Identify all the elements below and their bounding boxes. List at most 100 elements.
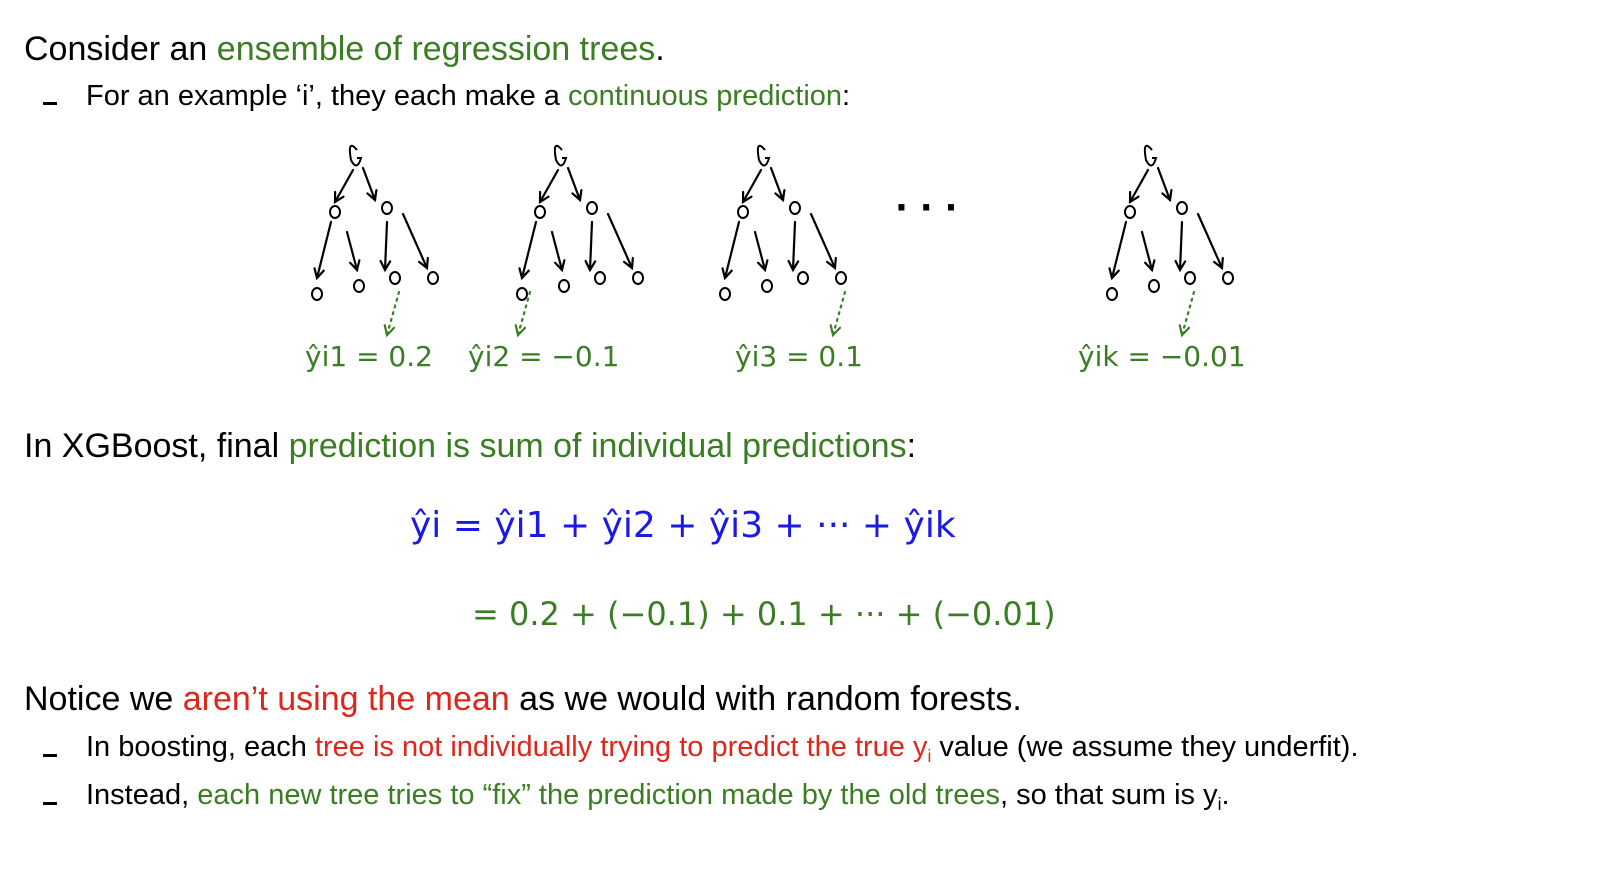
tree-4-rr-leaf (1222, 271, 1234, 285)
boosting-suffix: value (we assume they underfit). (931, 731, 1359, 763)
intro-heading: Consider an ensemble of regression trees… (24, 30, 665, 69)
tree-3-rr-leaf (835, 271, 847, 285)
notice-prefix: Notice we (24, 680, 183, 718)
tree-3-left-node (737, 205, 749, 219)
intro-bullet-suffix: : (842, 80, 851, 112)
xgboost-suffix: : (906, 427, 917, 465)
tree-1-prediction: ŷi1 = 0.2 (305, 340, 433, 373)
tree-2-prediction-arrow-head (514, 324, 527, 338)
xgboost-highlight: prediction is sum of individual predicti… (288, 427, 907, 465)
tree-2-prediction-arrow (516, 290, 532, 337)
tree-3-right-branch-head (774, 188, 786, 203)
tree-3-left-branch (741, 168, 763, 204)
bullet-dash (43, 802, 57, 805)
tree-4-prediction-arrow (1180, 290, 1196, 337)
tree-2-right-branch-head (571, 188, 583, 203)
tree-ensemble-diagram (311, 144, 1234, 338)
tree-3-ll-leaf (719, 287, 731, 301)
tree-2-rl-branch (588, 220, 594, 272)
tree-3-left-branch-head (741, 190, 753, 204)
tree-2-lr-branch (550, 230, 564, 272)
tree-4-rl-branch-head (1174, 259, 1187, 273)
intro-bullet-prefix: For an example ‘i’, they each make a (86, 80, 568, 112)
tree-1-rr-branch-head (417, 256, 429, 271)
tree-3-rr-branch-head (825, 256, 837, 271)
tree-2-ll-leaf (516, 287, 528, 301)
tree-4-ll-branch-head (1108, 267, 1120, 281)
tree-4-root-node (1143, 144, 1158, 167)
tree-4-ll-branch (1110, 220, 1128, 280)
tree-k-prediction: ŷik = −0.01 (1078, 340, 1246, 373)
tree-3-rl-branch-head (787, 259, 800, 273)
tree-1-ll-leaf (311, 287, 323, 301)
tree-3-ll-branch-head (721, 267, 733, 281)
tree-3-lr-leaf (761, 279, 773, 293)
intro-bullet-highlight: continuous prediction (567, 80, 843, 112)
tree-3-right-branch (769, 166, 785, 202)
boosting-prefix: In boosting, each (86, 731, 315, 763)
tree-2-left-node (534, 205, 546, 219)
tree-2-rl-branch-head (584, 259, 597, 273)
tree-2-rr-leaf (632, 271, 644, 285)
instead-end: . (1221, 779, 1230, 811)
tree-2-lr-branch-head (554, 259, 566, 273)
bullet-dash (43, 754, 57, 757)
instead-suffix-sub: i (1217, 794, 1222, 815)
intro-prefix: Consider an (24, 30, 217, 68)
sum-equation: ŷi = ŷi1 + ŷi2 + ŷi3 + ··· + ŷik (410, 505, 956, 546)
tree-1-left-node (329, 205, 341, 219)
tree-4-lr-branch-head (1144, 259, 1156, 273)
xgboost-prefix: In XGBoost, final (24, 427, 289, 465)
bullet-dash (43, 102, 57, 105)
tree-1-rr-leaf (427, 271, 439, 285)
intro-highlight: ensemble of regression trees (216, 30, 656, 68)
tree-4-left-branch (1128, 168, 1150, 204)
tree-4-right-branch (1156, 166, 1172, 202)
tree-1-ll-branch-head (313, 267, 325, 281)
tree-2-ll-branch (520, 220, 538, 280)
tree-2-prediction: ŷi2 = −0.1 (468, 340, 620, 373)
instead-suffix: , so that sum is y (1000, 779, 1218, 811)
tree-2-right-node (586, 201, 598, 215)
tree-2-lr-leaf (558, 279, 570, 293)
tree-3-lr-branch (753, 230, 767, 272)
tree-3-right-node (789, 201, 801, 215)
tree-4-ll-leaf (1106, 287, 1118, 301)
tree-1-rl-leaf (389, 271, 401, 285)
tree-1-right-branch-head (366, 188, 378, 203)
tree-4-lr-leaf (1148, 279, 1160, 293)
tree-2-ll-branch-head (518, 267, 530, 281)
tree-1-right-node (381, 201, 393, 215)
tree-1-root-node (348, 144, 363, 167)
tree-3-rr-branch (809, 212, 837, 270)
trees-ellipsis: · · · (895, 188, 958, 228)
tree-4-left-node (1124, 205, 1136, 219)
instead-bullet: Instead, each new tree tries to “fix” th… (86, 779, 1230, 815)
tree-3-rl-branch (791, 220, 797, 272)
tree-1-rl-branch-head (379, 259, 392, 273)
tree-1-rl-branch (383, 220, 389, 272)
tree-1-lr-leaf (353, 279, 365, 293)
tree-3-prediction-arrow-head (829, 324, 842, 338)
tree-1-ll-branch (315, 220, 333, 280)
tree-2-rr-branch (606, 212, 634, 270)
values-equation: = 0.2 + (−0.1) + 0.1 + ··· + (−0.01) (472, 595, 1056, 633)
tree-1-prediction-arrow-head (383, 324, 396, 338)
tree-3-ll-branch (723, 220, 741, 280)
instead-prefix: Instead, (86, 779, 198, 811)
tree-4-left-branch-head (1128, 190, 1140, 204)
notice-highlight: aren’t using the mean (182, 680, 510, 718)
intro-suffix: . (655, 30, 665, 68)
tree-3-root-node (756, 144, 771, 167)
tree-1-right-branch (361, 166, 377, 202)
boosting-highlight: tree is not individually trying to predi… (315, 731, 932, 767)
tree-4-rl-leaf (1184, 271, 1196, 285)
tree-2-left-branch (538, 168, 560, 204)
notice-suffix: as we would with random forests. (509, 680, 1022, 718)
tree-4-right-node (1176, 201, 1188, 215)
xgboost-heading: In XGBoost, final prediction is sum of i… (24, 427, 916, 466)
tree-3-rl-leaf (797, 271, 809, 285)
intro-bullet: For an example ‘i’, they each make a con… (86, 80, 850, 113)
boosting-highlight-sub: i (927, 746, 932, 767)
tree-1-left-branch (333, 168, 355, 204)
